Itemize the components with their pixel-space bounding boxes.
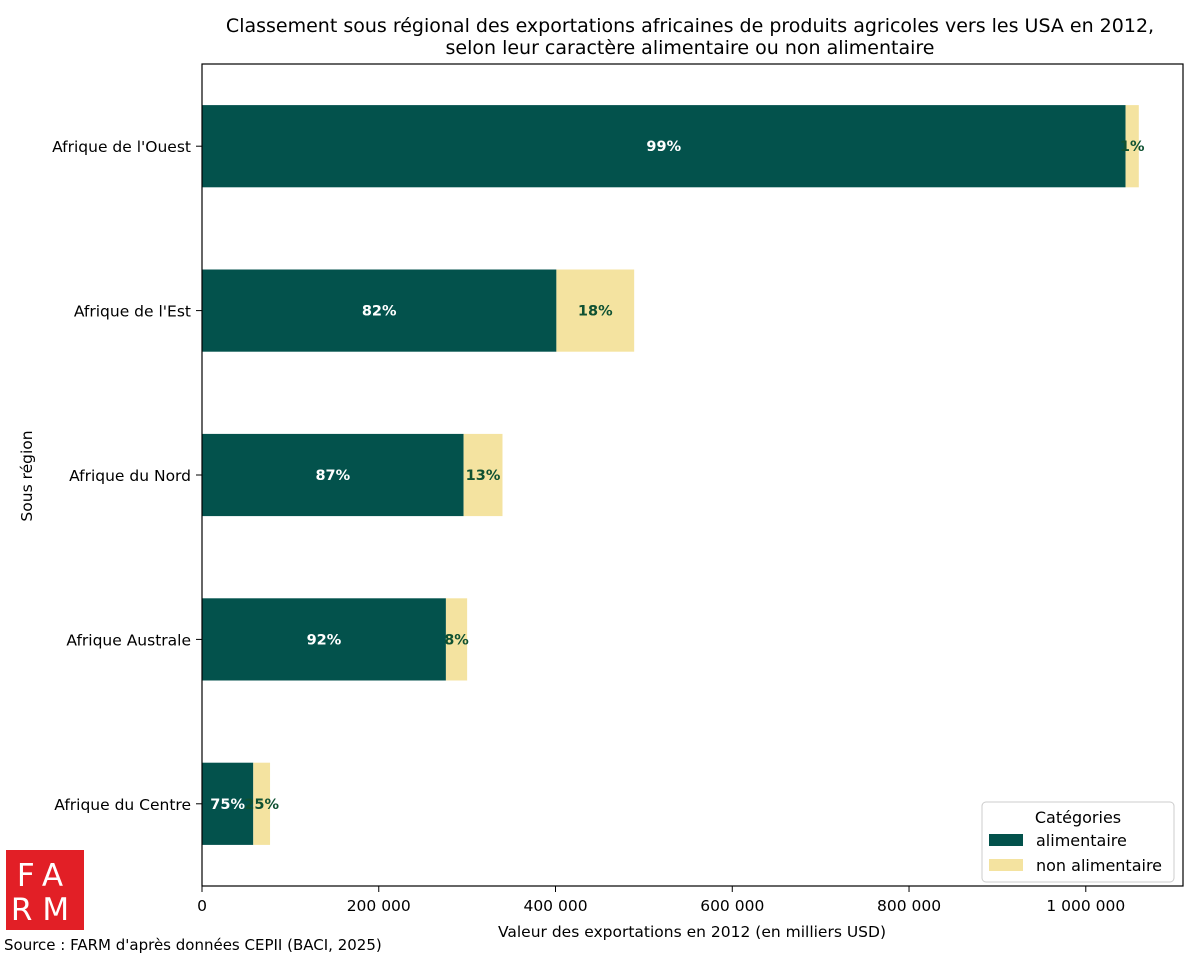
farm-logo-line2: RM [11, 892, 79, 928]
bar-afrique-du-nord-non-alimentaire [463, 433, 503, 517]
y-tick-label-afrique-de-l-ouest: Afrique de l'Ouest [52, 138, 191, 156]
x-tick-label: 600 000 [700, 897, 764, 915]
legend-label-non-alimentaire: non alimentaire [1036, 856, 1162, 875]
bar-afrique-australe-non-alimentaire [445, 598, 468, 681]
data-label-afrique-australe-non-alimentaire: 8% [444, 632, 469, 648]
legend-swatch-alimentaire [989, 834, 1023, 846]
bar-afrique-de-l-est-alimentaire [202, 269, 557, 352]
chart-title: Classement sous régional des exportation… [226, 15, 1154, 37]
x-tick-label: 0 [197, 897, 207, 915]
bars-group: 99% 1% 82% 18% 87% 13% 92% 8% 75% 25% [202, 105, 1145, 845]
plot-frame [201, 63, 1184, 887]
bar-afrique-de-l-est-non-alimentaire [556, 269, 635, 352]
legend: Catégories alimentaire non alimentaire [981, 801, 1175, 883]
data-label-afrique-de-l-est-non-alimentaire: 18% [578, 304, 613, 320]
data-label-afrique-du-nord-non-alimentaire: 13% [466, 468, 501, 484]
data-label-afrique-du-centre-non-alimentaire: 25% [244, 797, 279, 813]
data-label-afrique-du-centre-alimentaire: 75% [210, 797, 245, 813]
bar-afrique-de-l-ouest-non-alimentaire [1125, 105, 1139, 188]
x-tick-label: 800 000 [877, 897, 941, 915]
data-label-afrique-de-l-est-alimentaire: 82% [362, 304, 397, 320]
x-tick-label: 200 000 [347, 897, 411, 915]
legend-title: Catégories [1035, 808, 1121, 827]
farm-logo: FA RM [6, 850, 84, 930]
bar-afrique-australe-alimentaire [202, 598, 446, 681]
y-tick-label-afrique-du-nord: Afrique du Nord [69, 467, 191, 485]
y-tick-label-afrique-australe: Afrique Australe [66, 631, 191, 649]
bar-afrique-du-nord-alimentaire [202, 433, 464, 517]
data-label-afrique-de-l-ouest-alimentaire: 99% [646, 139, 681, 155]
farm-logo-line1: FA [17, 858, 73, 894]
y-axis-ticks: Afrique de l'Ouest Afrique de l'Est Afriqu… [52, 138, 202, 814]
data-label-afrique-australe-alimentaire: 92% [307, 632, 342, 648]
bar-afrique-du-centre-alimentaire [202, 762, 254, 845]
chart-subtitle: selon leur caractère alimentaire ou non … [446, 37, 935, 59]
legend-label-alimentaire: alimentaire [1036, 831, 1127, 850]
x-tick-label: 400 000 [523, 897, 587, 915]
y-tick-label-afrique-de-l-est: Afrique de l'Est [74, 303, 191, 321]
legend-box [981, 801, 1175, 883]
y-tick-label-afrique-du-centre: Afrique du Centre [54, 796, 191, 814]
y-axis-label: Sous région [18, 430, 36, 521]
x-axis-label: Valeur des exportations en 2012 (en mill… [498, 923, 886, 941]
farm-logo-background [6, 850, 84, 930]
bar-afrique-de-l-ouest-alimentaire [202, 105, 1126, 188]
data-label-afrique-de-l-ouest-non-alimentaire: 1% [1120, 139, 1145, 155]
x-tick-label: 1 000 000 [1046, 897, 1125, 915]
data-label-afrique-du-nord-alimentaire: 87% [315, 468, 350, 484]
bar-afrique-du-centre-non-alimentaire [253, 762, 271, 845]
source-note: Source : FARM d'après données CEPII (BAC… [4, 936, 382, 954]
legend-swatch-non-alimentaire [989, 859, 1023, 871]
x-axis-ticks: 0 200 000 400 000 600 000 800 000 1 000 000 [197, 886, 1125, 915]
